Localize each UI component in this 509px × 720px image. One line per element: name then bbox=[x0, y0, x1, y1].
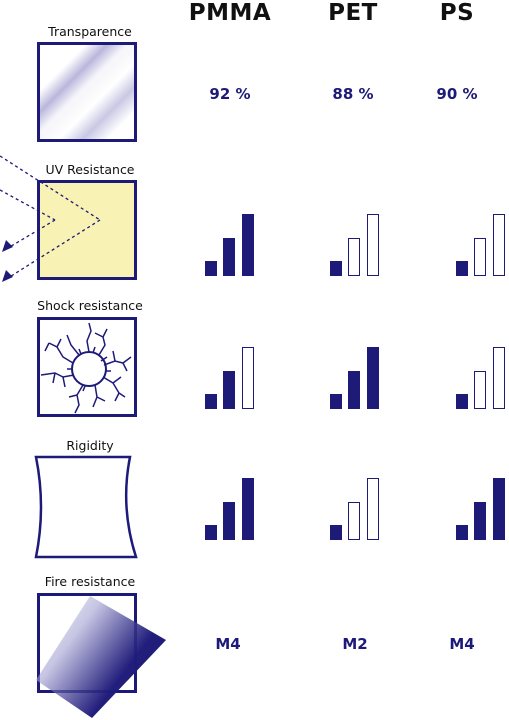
rating-rigidity-pmma bbox=[205, 478, 265, 540]
rating-uv-resistance-pmma bbox=[205, 214, 265, 276]
rating-bar-filled bbox=[242, 214, 254, 276]
rating-shock-resistance-pet bbox=[330, 347, 390, 409]
value-transparence-ps: 90 % bbox=[436, 85, 478, 103]
rating-bar-filled bbox=[242, 478, 254, 540]
rating-bar-filled bbox=[330, 394, 342, 409]
uv-resistance-icon bbox=[0, 155, 137, 282]
property-label-fire-resistance: Fire resistance bbox=[44, 574, 136, 589]
rating-bar-filled bbox=[456, 525, 468, 540]
column-header-pet: PET bbox=[328, 0, 378, 26]
property-label-uv-resistance: UV Resistance bbox=[45, 162, 135, 177]
rating-rigidity-ps bbox=[456, 478, 509, 540]
shock-resistance-icon bbox=[37, 317, 137, 417]
value-fire-resistance-pmma: M4 bbox=[215, 635, 241, 653]
rating-bar-filled bbox=[456, 394, 468, 409]
fire-resistance-icon bbox=[36, 593, 166, 718]
value-transparence-pet: 88 % bbox=[332, 85, 374, 103]
value-fire-resistance-ps: M4 bbox=[449, 635, 475, 653]
property-label-transparence: Transparence bbox=[48, 24, 132, 39]
rating-bar-filled bbox=[493, 478, 505, 540]
rating-bar-filled bbox=[367, 347, 379, 409]
value-fire-resistance-pet: M2 bbox=[342, 635, 368, 653]
rating-bar-filled bbox=[330, 525, 342, 540]
property-label-rigidity: Rigidity bbox=[66, 438, 114, 453]
rating-bar-filled bbox=[205, 525, 217, 540]
rating-shock-resistance-ps bbox=[456, 347, 509, 409]
rating-bar-filled bbox=[223, 502, 235, 540]
value-transparence-pmma: 92 % bbox=[209, 85, 251, 103]
rating-bar-empty bbox=[493, 347, 505, 409]
rating-bar-filled bbox=[456, 261, 468, 276]
rating-bar-filled bbox=[330, 261, 342, 276]
rating-bar-filled bbox=[474, 502, 486, 540]
rating-bar-filled bbox=[205, 394, 217, 409]
rating-bar-empty bbox=[474, 371, 486, 409]
rating-bar-empty bbox=[348, 502, 360, 540]
rating-bar-filled bbox=[223, 371, 235, 409]
rigidity-icon bbox=[34, 455, 138, 559]
column-header-ps: PS bbox=[439, 0, 475, 26]
rating-bar-empty bbox=[348, 238, 360, 276]
transparency-icon bbox=[37, 42, 137, 142]
rating-bar-empty bbox=[367, 478, 379, 540]
rating-bar-filled bbox=[205, 261, 217, 276]
rating-bar-empty bbox=[493, 214, 505, 276]
property-label-shock-resistance: Shock resistance bbox=[37, 298, 143, 313]
rating-bar-empty bbox=[474, 238, 486, 276]
rating-uv-resistance-ps bbox=[456, 214, 509, 276]
rating-bar-filled bbox=[223, 238, 235, 276]
column-header-pmma: PMMA bbox=[188, 0, 272, 26]
rating-bar-empty bbox=[367, 214, 379, 276]
rating-uv-resistance-pet bbox=[330, 214, 390, 276]
rating-bar-empty bbox=[242, 347, 254, 409]
rating-bar-filled bbox=[348, 371, 360, 409]
rating-shock-resistance-pmma bbox=[205, 347, 265, 409]
rating-rigidity-pet bbox=[330, 478, 390, 540]
